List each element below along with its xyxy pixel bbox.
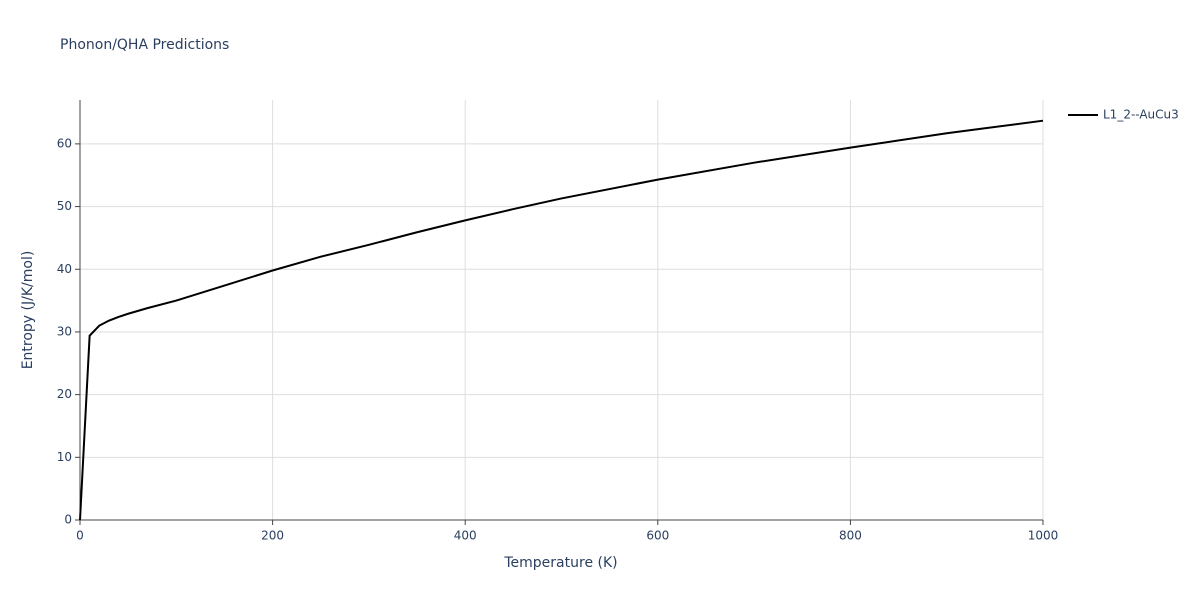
- x-tick-label: 200: [261, 529, 284, 543]
- chart-title: Phonon/QHA Predictions: [60, 37, 229, 53]
- x-axis-title: Temperature (K): [503, 555, 617, 571]
- x-tick-label: 0: [76, 529, 84, 543]
- y-tick-label: 20: [57, 387, 72, 401]
- y-tick-label: 60: [57, 136, 72, 150]
- line: [79, 119, 1044, 521]
- x-tick-label: 600: [646, 529, 669, 543]
- y-tick-label: 0: [64, 513, 72, 527]
- x-tick-label: 400: [454, 529, 477, 543]
- y-tick-label: 30: [57, 324, 72, 338]
- x-tick-label: 1000: [1028, 529, 1059, 543]
- y-tick-label: 10: [57, 450, 72, 464]
- y-axis-title: Entropy (J/K/mol): [20, 251, 36, 370]
- y-tick-label: 40: [57, 262, 72, 276]
- x-tick-label: 800: [839, 529, 862, 543]
- legend-label: L1_2--AuCu3: [1103, 108, 1179, 122]
- y-tick-label: 50: [57, 199, 72, 213]
